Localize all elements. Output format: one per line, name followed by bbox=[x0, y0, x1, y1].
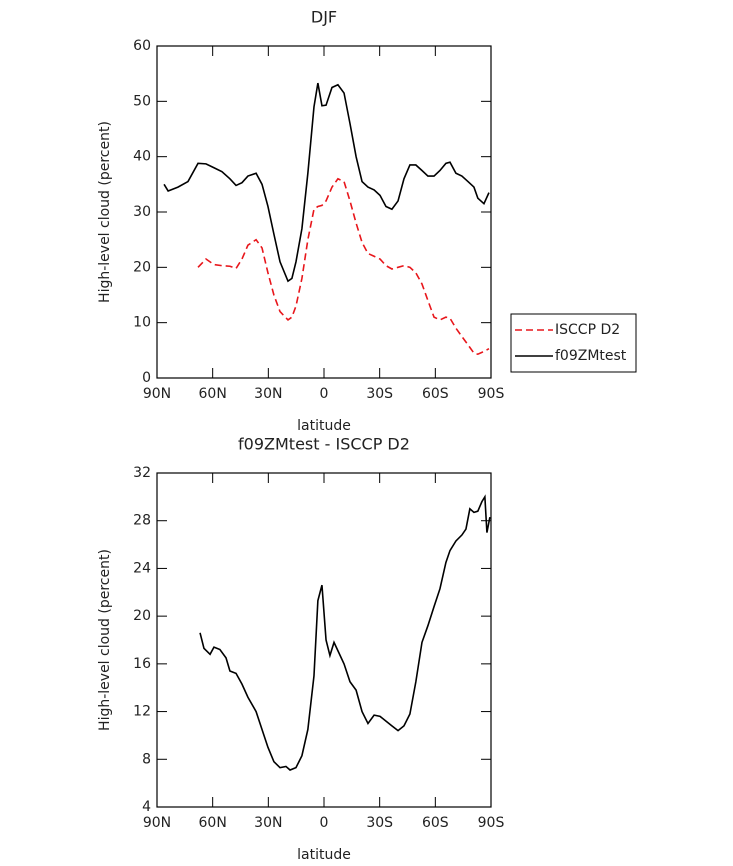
x-tick-label: 90S bbox=[478, 815, 505, 831]
plot-frame bbox=[156, 45, 492, 379]
x-tick-label: 90N bbox=[143, 815, 171, 831]
x-tick-label: 30N bbox=[254, 815, 282, 831]
y-tick-label: 60 bbox=[133, 38, 151, 54]
x-tick-label: 60S bbox=[422, 386, 449, 402]
x-tick-label: 30S bbox=[366, 386, 393, 402]
x-tick-label: 90S bbox=[478, 386, 505, 402]
chart-title: f09ZMtest - ISCCP D2 bbox=[238, 435, 410, 454]
chart-title: DJF bbox=[311, 8, 337, 27]
chart: DJF latitude High-level cloud (percent) 90N… bbox=[97, 8, 637, 434]
y-tick-label: 32 bbox=[133, 465, 151, 481]
data-line bbox=[197, 177, 490, 356]
y-axis-label: High-level cloud (percent) bbox=[97, 549, 113, 731]
y-tick-label: 16 bbox=[133, 656, 151, 672]
chart: f09ZMtest - ISCCP D2 latitude High-level c… bbox=[97, 435, 504, 864]
y-tick-label: 8 bbox=[142, 751, 151, 767]
legend-label: f09ZMtest bbox=[555, 348, 627, 364]
legend-box bbox=[510, 313, 637, 373]
x-tick-label: 60N bbox=[199, 386, 227, 402]
x-tick-label: 60S bbox=[422, 815, 449, 831]
y-tick-label: 40 bbox=[133, 149, 151, 165]
y-tick-label: 20 bbox=[133, 259, 151, 275]
y-tick-label: 28 bbox=[133, 513, 151, 529]
y-tick-label: 50 bbox=[133, 93, 151, 109]
x-axis-label: latitude bbox=[297, 418, 351, 434]
x-tick-label: 60N bbox=[199, 815, 227, 831]
x-tick-label: 30S bbox=[366, 815, 393, 831]
legend-label: ISCCP D2 bbox=[555, 322, 620, 338]
y-tick-label: 20 bbox=[133, 608, 151, 624]
y-tick-label: 12 bbox=[133, 704, 151, 720]
x-tick-label: 0 bbox=[320, 386, 329, 402]
x-tick-label: 90N bbox=[143, 386, 171, 402]
x-tick-label: 0 bbox=[320, 815, 329, 831]
x-axis-label: latitude bbox=[297, 847, 351, 863]
x-tick-label: 30N bbox=[254, 386, 282, 402]
plot-frame bbox=[156, 472, 492, 808]
y-tick-label: 10 bbox=[133, 315, 151, 331]
y-tick-label: 4 bbox=[142, 799, 151, 815]
y-tick-label: 24 bbox=[133, 560, 151, 576]
y-axis-label: High-level cloud (percent) bbox=[97, 121, 113, 303]
y-tick-label: 0 bbox=[142, 370, 151, 386]
y-tick-label: 30 bbox=[133, 204, 151, 220]
data-line bbox=[163, 82, 490, 283]
data-line bbox=[199, 494, 491, 771]
